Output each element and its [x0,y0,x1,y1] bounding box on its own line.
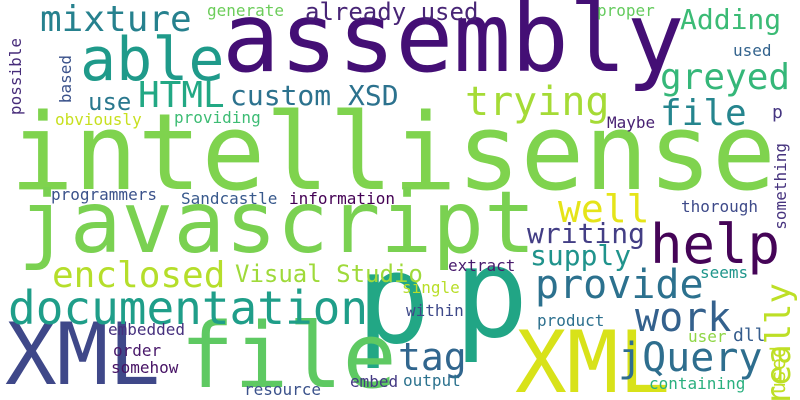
word-resource: resource [244,382,321,398]
word-order: order [113,343,161,359]
word-within: within [406,303,464,319]
word-trying: trying [465,82,610,122]
word-containing: containing [649,376,745,392]
word-providing: providing [174,110,261,126]
word-used: used [768,346,788,394]
word-adding: Adding [680,6,781,34]
word-possible: possible [8,38,24,115]
word-maybe: Maybe [607,115,655,131]
word-visual-studio: Visual Studio [235,262,423,286]
word-embed: embed [350,374,398,390]
word-somehow: somehow [111,360,178,376]
word-based: based [58,55,74,103]
word-something: something [773,143,789,230]
word-extract: extract [448,258,515,274]
word-output: output [403,373,461,389]
word-proper: proper [597,3,655,19]
word-custom-xsd: custom XSD [230,82,399,110]
word-greyed: greyed [660,60,790,96]
word-embedded: embedded [108,322,185,338]
word-enclosed: enclosed [52,258,225,294]
word-thorough: thorough [681,199,758,215]
word-generate: generate [207,3,284,19]
word-programmers: programmers [51,187,157,203]
word-seems: seems [700,265,748,281]
word-well: well [558,190,650,228]
word-obviously: obviously [55,112,142,128]
word-p-small: p [772,104,783,122]
word-mixture: mixture [40,2,192,38]
word-information: information [289,191,395,207]
word-product: product [537,313,604,329]
word-sandcastle: Sandcastle [181,191,277,207]
word-file: file [660,96,747,132]
word-already-used: already used [305,0,478,24]
word-user: user [688,329,727,345]
word-dll: dll [733,327,766,345]
word-used: used [733,43,772,59]
word-single: single [402,280,460,296]
